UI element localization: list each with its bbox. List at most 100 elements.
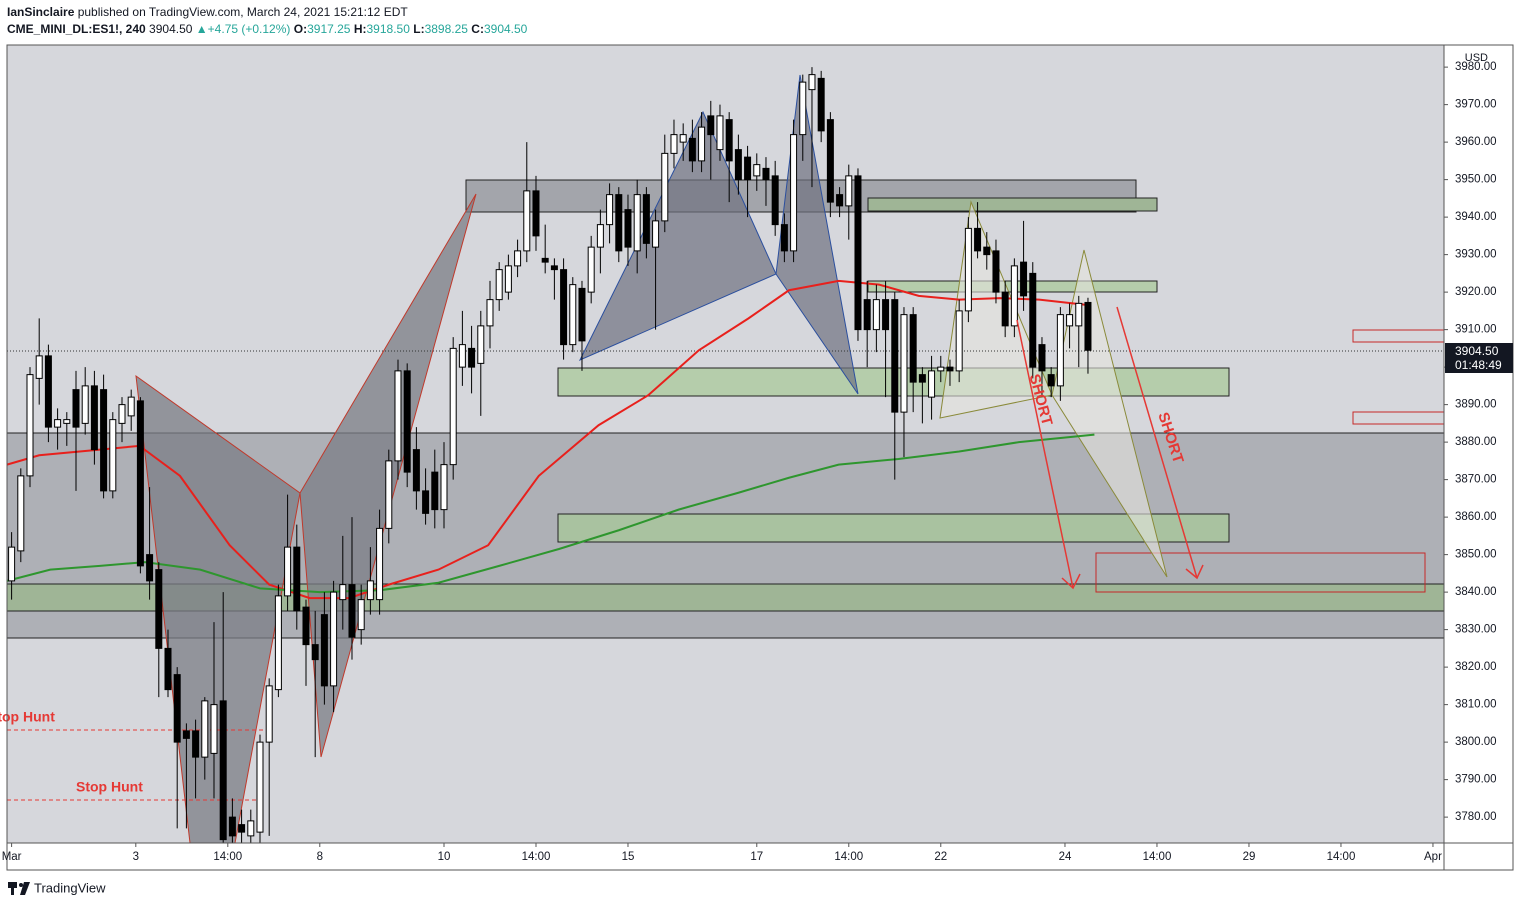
candle-body: [284, 546, 292, 597]
candle-body: [670, 134, 678, 154]
y-tick-label: 3950.00: [1455, 174, 1497, 186]
y-tick-label: 3910.00: [1455, 324, 1497, 336]
candle-body: [219, 700, 227, 841]
candle-body: [937, 366, 945, 372]
candle-body: [560, 269, 568, 346]
arrow: [1016, 319, 1074, 589]
countdown: 01:48:49: [1455, 358, 1502, 372]
x-tick-label: 29: [1243, 851, 1256, 863]
x-tick-label: 14:00: [522, 851, 551, 863]
candle-body: [376, 527, 384, 601]
y-tick-label: 3960.00: [1455, 136, 1497, 148]
candle-body: [964, 227, 972, 312]
candle-body: [771, 175, 779, 226]
y-tick-label: 3840.00: [1455, 586, 1497, 598]
candle-body: [109, 419, 117, 492]
arrow-head: [1185, 564, 1204, 580]
candle-body: [790, 134, 798, 252]
y-tick-label: 3970.00: [1455, 99, 1497, 111]
candle-body: [1084, 301, 1092, 351]
candle-body: [330, 591, 338, 687]
zone: [557, 513, 1230, 543]
candle-body: [946, 366, 954, 372]
price-tag-value: 3904.50: [1455, 344, 1499, 358]
candle-body: [63, 419, 71, 424]
price-tag: [1445, 343, 1513, 373]
candle-body: [155, 569, 163, 649]
candle-body: [320, 614, 328, 687]
candle-body: [1075, 302, 1083, 327]
candle-body: [1047, 374, 1055, 387]
x-tick-label: 24: [1059, 851, 1072, 863]
candle-body: [182, 730, 190, 739]
x-tick-label: 14:00: [1143, 851, 1172, 863]
candle-body: [311, 644, 319, 661]
candle-body: [431, 471, 439, 511]
candle-body: [817, 77, 825, 132]
currency: USD: [1465, 52, 1488, 64]
candle-body: [26, 374, 34, 477]
candle-body: [955, 310, 963, 372]
x-tick-label: Mar: [2, 851, 22, 863]
arrows: [1016, 306, 1204, 590]
candle-body: [90, 385, 98, 451]
arrow: [1116, 306, 1198, 579]
moving-average: [6, 433, 1095, 594]
candle-body: [854, 175, 862, 331]
candle-body: [808, 74, 816, 91]
x-tick-label: 3: [133, 851, 139, 863]
candle-body: [127, 396, 135, 417]
pattern: [578, 110, 777, 362]
candle-body: [449, 347, 457, 466]
y-tick-label: 3860.00: [1455, 511, 1497, 523]
y-tick-label: 3780.00: [1455, 811, 1497, 823]
candle-body: [256, 741, 264, 833]
candle-body: [72, 389, 80, 428]
candle-body: [688, 137, 696, 162]
candle-body: [118, 404, 126, 424]
price-axis: [1444, 45, 1513, 870]
candle-body: [992, 250, 1000, 293]
candle-body: [504, 265, 512, 293]
candle-body: [1001, 291, 1009, 327]
candle-body: [845, 175, 853, 207]
author: IanSinclaire: [7, 5, 75, 19]
x-tick-label: 17: [750, 851, 763, 863]
candle-body: [762, 167, 770, 181]
candle-body: [863, 299, 871, 331]
candle-body: [302, 606, 310, 646]
candle-body: [192, 730, 200, 758]
y-tick-label: 3930.00: [1455, 249, 1497, 261]
candle-body: [734, 149, 742, 181]
logo-mark: [11, 882, 14, 895]
candle-body: [836, 194, 844, 207]
candle-body: [44, 355, 52, 428]
candle-body: [274, 595, 282, 691]
candle-body: [753, 164, 761, 177]
moving-average: [6, 279, 1090, 600]
candle-body: [403, 370, 411, 473]
candle-body: [928, 370, 936, 398]
candle-body: [606, 194, 614, 226]
h-label: H:: [353, 22, 367, 36]
candle-body: [707, 115, 715, 136]
x-tick-label: 22: [934, 851, 947, 863]
candle-body: [440, 464, 448, 511]
candle-body: [468, 347, 476, 368]
candle-body: [136, 400, 144, 567]
candle-body: [173, 674, 181, 743]
y-tick-label: 3830.00: [1455, 624, 1497, 636]
y-tick-label: 3820.00: [1455, 661, 1497, 673]
candle-body: [339, 584, 347, 601]
candle-body: [366, 580, 374, 601]
candle-body: [422, 490, 430, 514]
candle-body: [1066, 314, 1074, 327]
candle-body: [642, 194, 650, 244]
candle-body: [247, 820, 255, 837]
candle-body: [532, 190, 540, 237]
x-tick-label: 14:00: [1327, 851, 1356, 863]
candle-body: [146, 554, 154, 582]
y-tick-label: 3890.00: [1455, 399, 1497, 411]
